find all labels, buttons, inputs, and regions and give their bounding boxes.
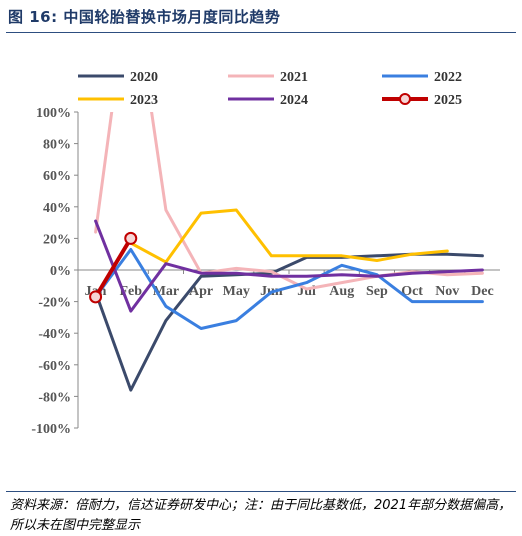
legend-marker-2025 [399, 93, 411, 105]
y-tick-label: 40% [43, 201, 71, 216]
y-tick-label: 0% [50, 264, 71, 279]
series-group [93, 112, 484, 392]
y-tick-label: -40% [38, 327, 71, 342]
y-tick-label: 80% [43, 138, 71, 153]
y-tick-label: 60% [43, 169, 71, 184]
x-tick-label: Apr [189, 284, 213, 299]
series-point-2025 [89, 290, 103, 304]
y-tick-label: 100% [36, 106, 71, 121]
series-line-2021 [94, 112, 484, 291]
series-point-2025 [124, 231, 138, 245]
x-tick-label: Nov [435, 284, 459, 299]
legend-label-2020: 2020 [130, 70, 158, 85]
figure-title: 图 16: 中国轮胎替换市场月度同比趋势 [8, 8, 281, 26]
series-line-2025 [93, 236, 133, 299]
legend-label-2023: 2023 [130, 93, 158, 108]
y-tick-label: -60% [38, 359, 71, 374]
y-tick-label: -80% [38, 390, 71, 405]
y-tick-label: -20% [38, 296, 71, 311]
source-divider [6, 491, 516, 492]
x-tick-label: Sep [366, 284, 388, 299]
legend-label-2021: 2021 [280, 70, 308, 85]
legend-label-2024: 2024 [280, 93, 308, 108]
legend-label-2022: 2022 [434, 70, 462, 85]
legend-label-2025: 2025 [434, 93, 462, 108]
x-tick-label: Dec [471, 284, 494, 299]
title-divider [6, 32, 516, 33]
y-tick-label: 20% [43, 232, 71, 247]
series-line-2022 [94, 248, 484, 330]
x-tick-label: May [223, 284, 250, 299]
x-tick-label: Aug [329, 284, 354, 299]
x-tick-label: Oct [401, 284, 423, 299]
series-line-2024 [94, 219, 484, 313]
series-line-2023 [129, 208, 449, 264]
y-tick-label: -100% [31, 422, 71, 437]
series-line-2020 [94, 252, 484, 392]
line-chart: 100%80%60%40%20%0%-20%-40%-60%-80%-100%J… [31, 70, 500, 437]
source-note: 资料来源：倍耐力，信达证券研发中心；注：由于同比基数低，2021年部分数据偏高，… [10, 498, 512, 533]
